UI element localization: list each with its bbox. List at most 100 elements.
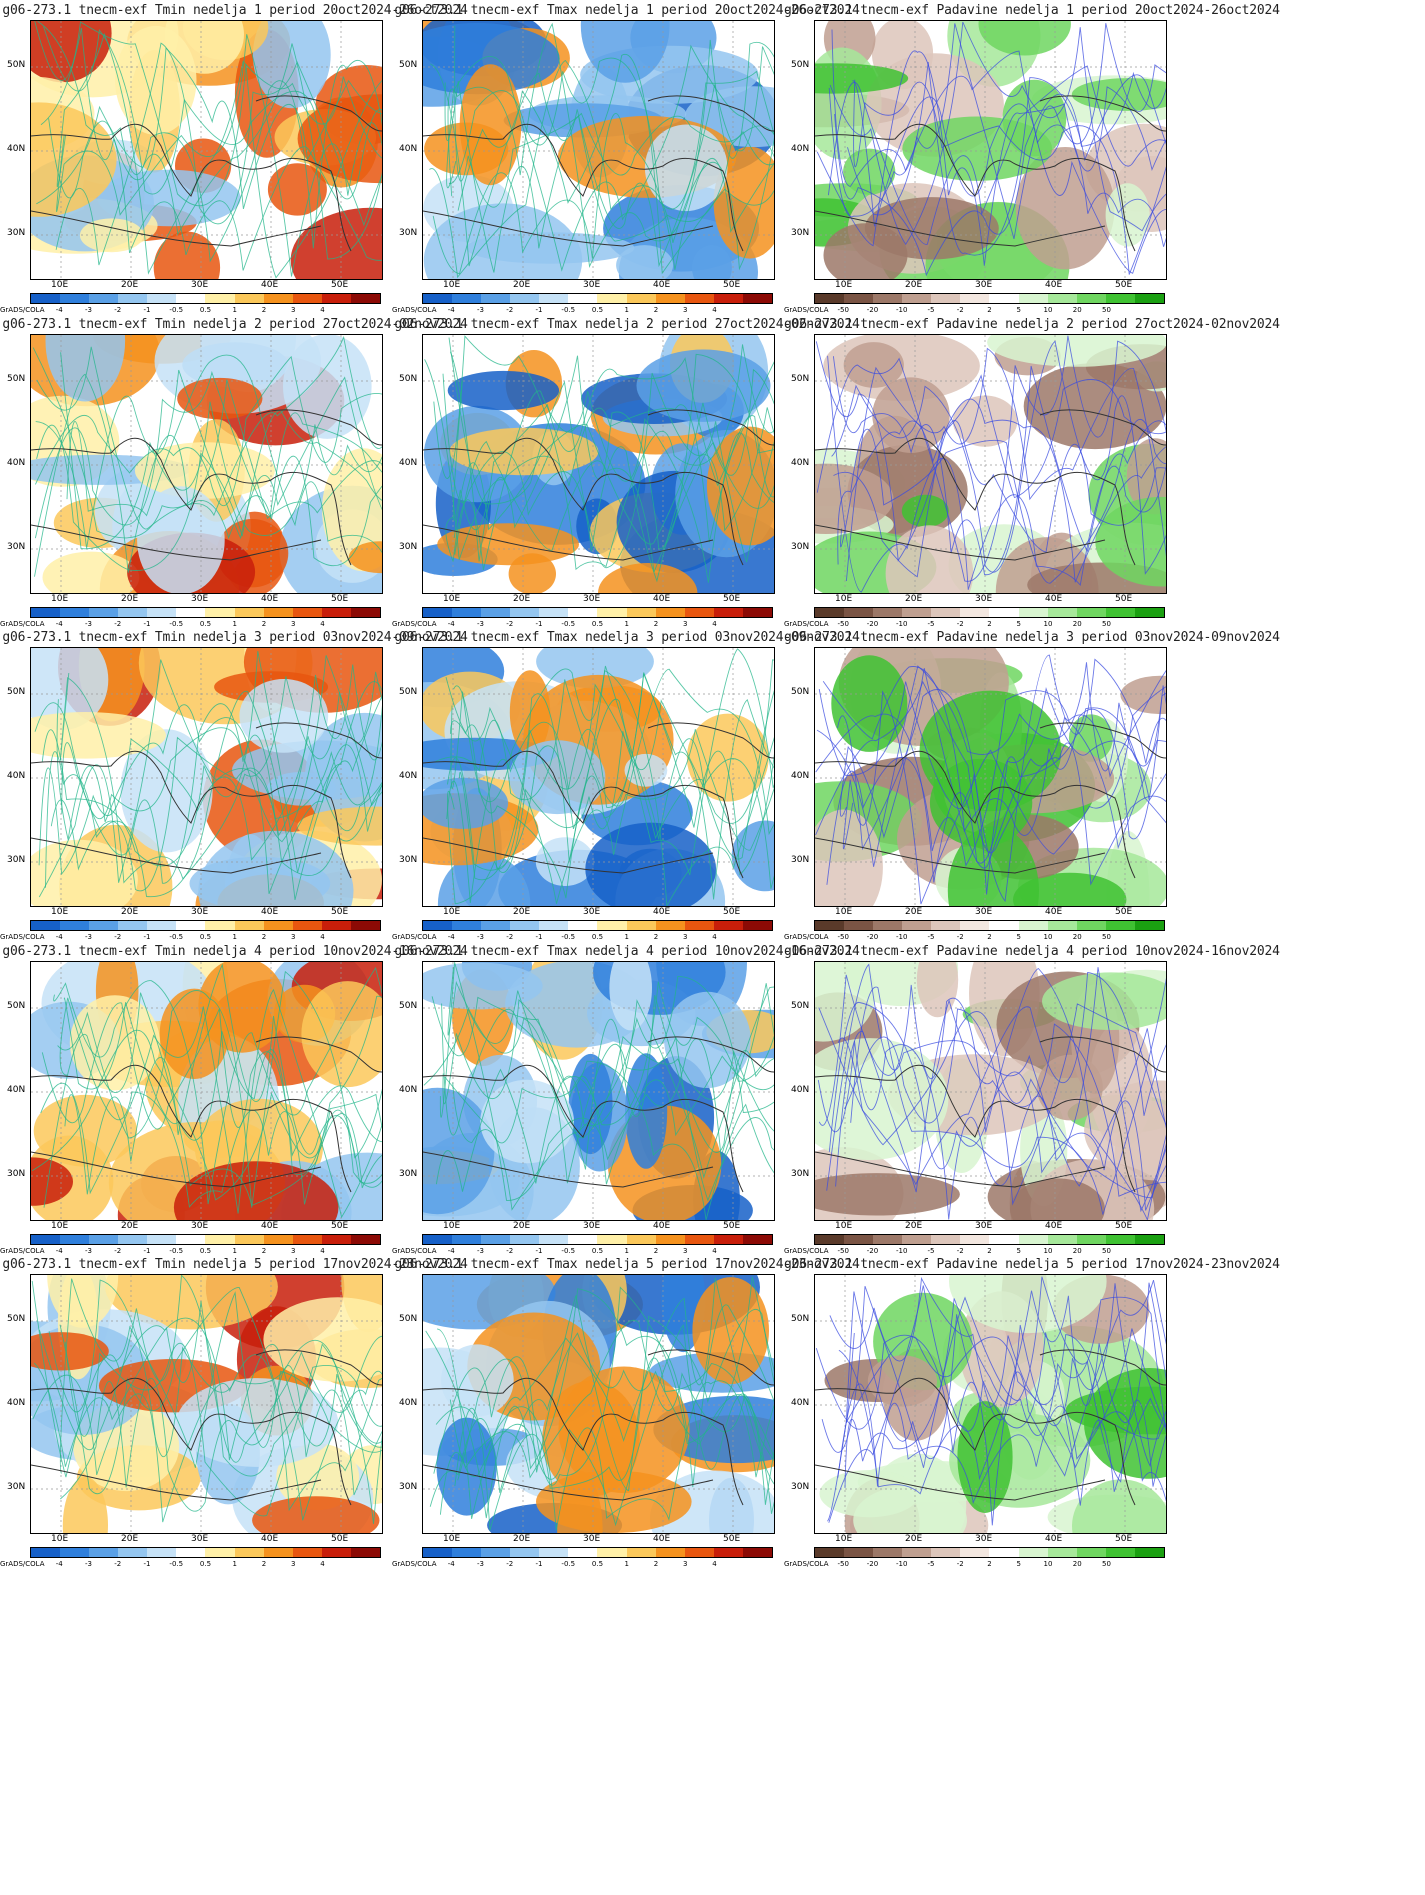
contour-line (459, 648, 774, 881)
colorbar-swatch (1134, 608, 1164, 617)
colorbar-tick: 3 (683, 1247, 688, 1255)
colorbar-swatch (1047, 1235, 1077, 1244)
colorbar-tick: 2 (261, 1247, 267, 1255)
contour-line (64, 1341, 382, 1517)
colorbar-swatch (597, 1548, 627, 1557)
colorbar-swatch (350, 608, 380, 617)
contour-line (53, 966, 382, 1205)
anomaly-field (423, 1275, 774, 1533)
colorbar-tick: -10 (896, 933, 908, 941)
colorbar-swatch (1018, 608, 1048, 617)
colorbar-swatch (1076, 1548, 1106, 1557)
contour-line (432, 112, 774, 275)
longitude-label: 10E (443, 907, 461, 917)
longitude-label: 30E (975, 1221, 993, 1231)
colorbar-tick: 1 (232, 1247, 237, 1255)
grads-credit: GrADS/COLA (0, 306, 45, 314)
colorbar (814, 1234, 1165, 1245)
colorbar-swatch (292, 608, 322, 617)
colorbar-swatch (1076, 608, 1106, 617)
colorbar-swatch (960, 1235, 990, 1244)
colorbar-swatch (568, 921, 598, 930)
map-panel-tmax-week-2: g06-273.1 tnecm-exf Tmax nedelja 2 perio… (392, 314, 862, 688)
colorbar-swatch (60, 608, 90, 617)
anomaly-shade (252, 1496, 380, 1533)
contour-line (56, 699, 382, 895)
anomaly-field (31, 962, 382, 1220)
contour-line (444, 1060, 774, 1220)
coastline (423, 409, 774, 566)
panel-title: g06-273.1 tnecm-exf Tmax nedelja 5 perio… (394, 1257, 860, 1272)
latitude-label: 50N (7, 1314, 26, 1324)
colorbar-tick: 2 (987, 1560, 992, 1568)
colorbar-tick: 2 (261, 1560, 267, 1568)
colorbar-swatch (510, 1235, 540, 1244)
colorbar-swatch (147, 608, 177, 617)
longitude-label: 40E (261, 594, 279, 604)
colorbar-tick: -1 (143, 306, 151, 314)
colorbar-tick: 5 (1016, 933, 1021, 941)
contour-line (442, 981, 774, 1126)
longitude-label: 10E (51, 1534, 69, 1544)
map-area (814, 20, 1167, 280)
longitude-label: 40E (261, 1534, 279, 1544)
latitude-label: 50N (791, 687, 810, 697)
anomaly-shade (239, 679, 329, 753)
contour-line (448, 337, 774, 569)
colorbar-swatch (742, 608, 772, 617)
contour-line (59, 1286, 382, 1521)
contour-line (60, 352, 382, 550)
longitude-label: 50E (1115, 1221, 1133, 1231)
map-panel-padavine-week-3: g06-273.1 tnecm-exf Padavine nedelja 3 p… (784, 627, 1280, 1001)
colorbar-tick: 50 (1102, 1247, 1111, 1255)
contour-line (36, 335, 382, 530)
colorbar-swatch (89, 921, 119, 930)
colorbar-swatch (539, 921, 569, 930)
colorbar (30, 1547, 381, 1558)
contour-line (450, 672, 774, 899)
colorbar-swatch (960, 1548, 990, 1557)
colorbar-tick: 3 (291, 620, 296, 628)
anomaly-shade (508, 553, 556, 593)
colorbar-tick: -10 (896, 1247, 908, 1255)
colorbar-swatch (931, 1548, 961, 1557)
colorbar-tick: -5 (927, 620, 935, 628)
grads-credit: GrADS/COLA (0, 1247, 45, 1255)
colorbar-swatch (931, 608, 961, 617)
colorbar-swatch (60, 294, 90, 303)
grads-credit: GrADS/COLA (0, 1560, 45, 1568)
anomaly-shade (815, 962, 876, 1042)
contour-line (816, 335, 1166, 582)
contour-line (429, 59, 774, 279)
latitude-label: 50N (399, 60, 418, 70)
colorbar-tick: -0.5 (561, 1247, 576, 1255)
anomaly-shade (1095, 496, 1166, 587)
colorbar-swatch (568, 608, 598, 617)
colorbar-tick: 1 (624, 1247, 629, 1255)
map-area (814, 647, 1167, 907)
colorbar-tick: 2 (261, 933, 267, 941)
contour-line (826, 963, 1166, 1191)
colorbar-swatch (539, 608, 569, 617)
grads-credit: GrADS/COLA (784, 306, 829, 314)
colorbar-swatch (1105, 1235, 1135, 1244)
colorbar-tick: -10 (896, 620, 908, 628)
colorbar-swatch (713, 294, 743, 303)
contour-line (838, 1282, 1166, 1495)
map-panel-tmin-week-1: g06-273.1 tnecm-exf Tmin nedelja 1 perio… (0, 0, 470, 374)
colorbar-tick: 3 (683, 1560, 688, 1568)
map-area (30, 1274, 383, 1534)
contour-line (816, 662, 1166, 867)
colorbar-swatch (452, 294, 482, 303)
colorbar-tick: -5 (927, 1247, 935, 1255)
colorbar-swatch (350, 1548, 380, 1557)
anomaly-shade (1013, 872, 1127, 906)
panel-title: g06-273.1 tnecm-exf Tmax nedelja 2 perio… (394, 317, 860, 332)
contour-line (831, 340, 1166, 575)
anomaly-field (815, 21, 1166, 279)
colorbar-tick: -2 (506, 1247, 514, 1255)
map-area (422, 334, 775, 594)
contour-line (34, 373, 382, 577)
contour-line (839, 668, 1166, 869)
anomaly-field (815, 1275, 1166, 1533)
